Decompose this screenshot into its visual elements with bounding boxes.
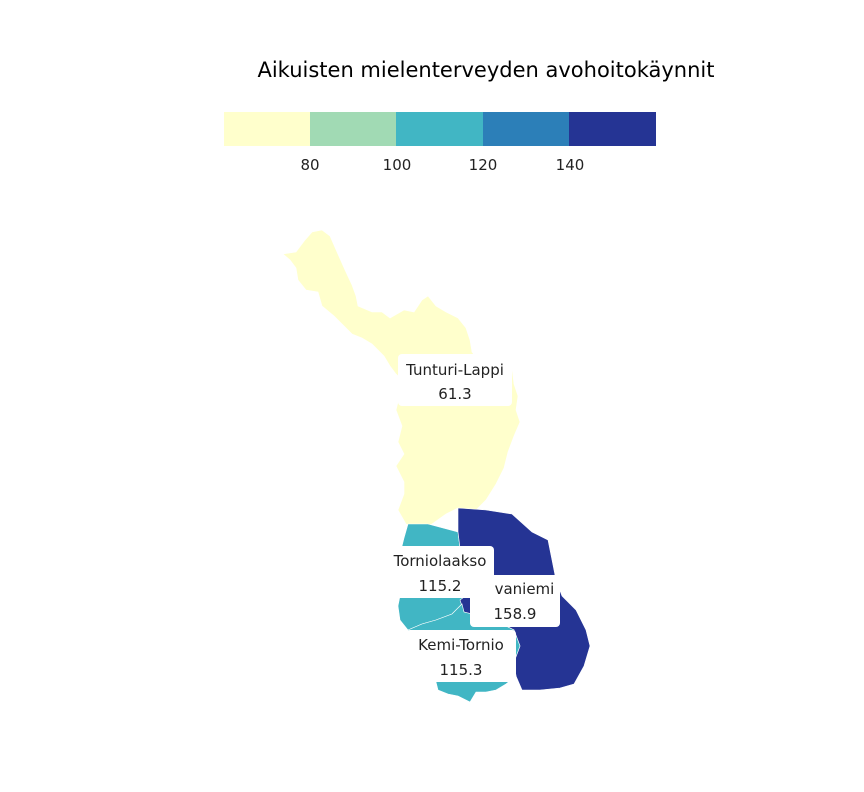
label-name-tunturi-lappi: Tunturi-Lappi — [405, 361, 504, 379]
legend-swatch-3 — [396, 112, 484, 146]
label-value-rovaniemi: 158.9 — [494, 605, 537, 623]
label-box-kemi-tornio — [406, 630, 516, 682]
label-kemi-tornio: Kemi-Tornio 115.3 — [406, 630, 516, 682]
label-name-rovaniemi: Rovaniemi — [476, 580, 555, 598]
label-tunturi-lappi: Tunturi-Lappi 61.3 — [398, 354, 512, 406]
label-torniolaakso: Torniolaakso 115.2 — [386, 546, 494, 598]
label-box-tunturi-lappi — [398, 354, 512, 406]
region-labels: Tunturi-Lappi 61.3 Rovaniemi 158.9 Torni… — [386, 354, 560, 682]
legend-swatch-4 — [483, 112, 570, 146]
label-value-tunturi-lappi: 61.3 — [438, 385, 471, 403]
label-name-kemi-tornio: Kemi-Tornio — [418, 636, 504, 654]
color-legend: 80 100 120 140 — [224, 112, 656, 174]
map-title: Aikuisten mielenterveyden avohoitokäynni… — [257, 58, 714, 82]
label-box-torniolaakso — [386, 546, 494, 598]
legend-tick-80: 80 — [300, 156, 319, 174]
legend-swatch-5 — [569, 112, 656, 146]
region-tunturi-lappi[interactable] — [282, 229, 521, 531]
legend-tick-100: 100 — [383, 156, 412, 174]
label-value-torniolaakso: 115.2 — [419, 577, 462, 595]
legend-swatch-2 — [310, 112, 397, 146]
label-value-kemi-tornio: 115.3 — [440, 661, 483, 679]
legend-tick-120: 120 — [469, 156, 498, 174]
legend-swatch-1 — [224, 112, 311, 146]
label-name-torniolaakso: Torniolaakso — [393, 552, 487, 570]
legend-tick-140: 140 — [556, 156, 585, 174]
